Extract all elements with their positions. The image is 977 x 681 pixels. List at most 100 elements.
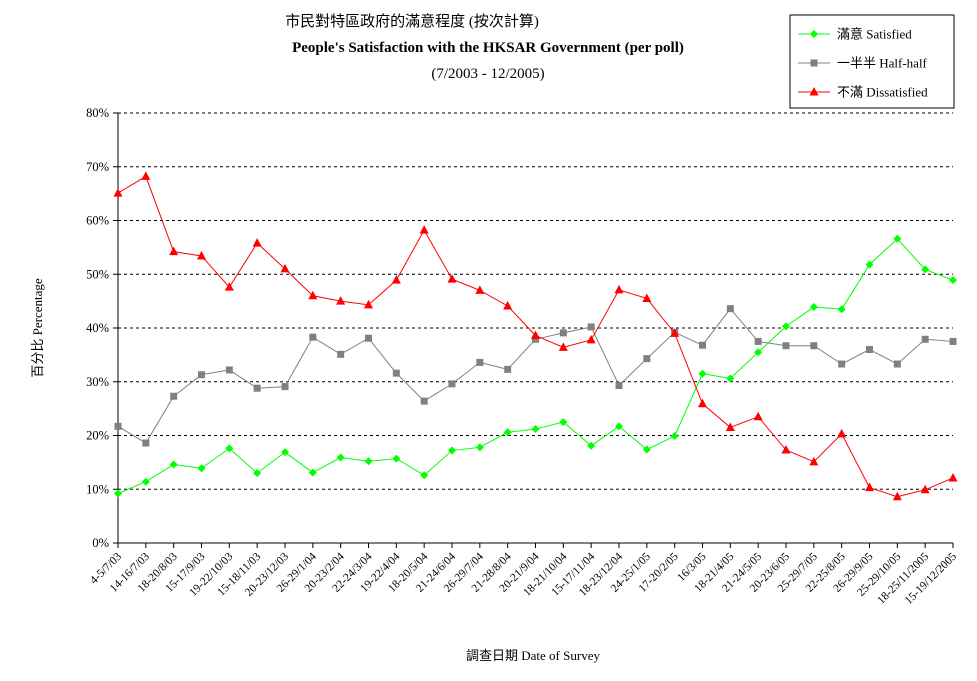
y-tick-label: 0% [92, 536, 109, 550]
data-point-dissatisfied [670, 328, 680, 337]
data-point-dissatisfied [809, 456, 819, 466]
data-point-half-half [893, 360, 901, 368]
chart-period: (7/2003 - 12/2005) [431, 66, 544, 82]
axes [113, 112, 954, 548]
series-satisfied [114, 234, 957, 498]
y-tick-label: 10% [86, 482, 109, 496]
data-point-dissatisfied [892, 491, 902, 501]
data-point-half-half [754, 337, 762, 345]
x-axis-label: 調查日期 Date of Survey [466, 648, 600, 663]
data-point-satisfied [809, 303, 818, 312]
data-point-satisfied [281, 448, 289, 457]
data-point-half-half [810, 342, 818, 350]
series-dissatisfied [113, 171, 958, 501]
data-point-dissatisfied [336, 296, 346, 305]
data-point-half-half [782, 342, 790, 350]
data-point-dissatisfied [364, 299, 373, 309]
y-tick-label: 20% [86, 429, 109, 443]
data-point-dissatisfied [586, 334, 596, 344]
data-point-dissatisfied [280, 263, 290, 273]
data-point-half-half [504, 365, 512, 373]
data-point-dissatisfied [224, 282, 234, 291]
data-point-satisfied [114, 489, 122, 498]
data-point-half-half [365, 334, 372, 342]
data-point-satisfied [670, 432, 679, 441]
data-point-satisfied [448, 446, 456, 455]
data-point-dissatisfied [391, 275, 401, 284]
data-point-satisfied [615, 422, 623, 431]
data-point-satisfied [169, 460, 178, 469]
data-point-half-half [476, 358, 484, 366]
legend-label-satisfied: 滿意 Satisfied [837, 27, 912, 42]
data-point-satisfied [308, 468, 317, 477]
data-point-dissatisfied [781, 445, 791, 454]
data-point-dissatisfied [614, 284, 624, 294]
data-point-half-half [559, 329, 567, 337]
data-point-half-half [448, 380, 456, 388]
series-line-satisfied [117, 238, 954, 495]
data-point-half-half [838, 360, 846, 368]
data-point-satisfied [475, 443, 484, 452]
data-point-half-half [142, 439, 150, 447]
data-point-half-half [866, 346, 873, 353]
data-point-half-half [114, 422, 122, 430]
data-point-satisfied [587, 441, 596, 450]
data-point-dissatisfied [920, 484, 930, 494]
legend-marker-half-half [810, 59, 818, 67]
data-point-half-half [253, 384, 261, 392]
data-point-dissatisfied [531, 330, 540, 340]
data-point-dissatisfied [141, 171, 151, 180]
data-point-dissatisfied [113, 188, 123, 197]
data-point-satisfied [420, 471, 429, 480]
data-point-half-half [309, 333, 317, 341]
data-point-dissatisfied [197, 250, 206, 260]
data-point-satisfied [865, 260, 874, 269]
data-point-satisfied [336, 453, 345, 462]
data-point-satisfied [782, 322, 790, 331]
data-point-dissatisfied [837, 428, 847, 438]
data-point-satisfied [642, 445, 651, 454]
data-point-half-half [281, 383, 289, 391]
data-point-dissatisfied [698, 398, 707, 408]
y-tick-label: 80% [86, 106, 109, 120]
data-point-satisfied [754, 348, 763, 357]
data-point-satisfied [893, 234, 902, 243]
data-point-satisfied [197, 464, 206, 473]
chart-title: 市民對特區政府的滿意程度 (按次計算) [285, 12, 539, 30]
data-point-satisfied [503, 428, 512, 437]
data-point-dissatisfied [419, 225, 429, 234]
data-point-dissatisfied [503, 300, 513, 310]
data-point-half-half [726, 305, 734, 313]
legend-label-half-half: 一半半 Half-half [837, 56, 928, 71]
y-tick-label: 70% [86, 160, 109, 174]
y-tick-label: 40% [86, 321, 109, 335]
data-point-satisfied [364, 457, 373, 466]
data-point-dissatisfied [753, 411, 763, 421]
data-point-half-half [420, 397, 428, 405]
data-point-half-half [643, 355, 651, 363]
data-point-satisfied [837, 305, 846, 314]
y-tick-labels: 0% 10% 20% 30% 40% 50% 60% 70% 80% [86, 106, 109, 550]
y-tick-label: 50% [86, 267, 109, 281]
data-point-half-half [337, 350, 345, 358]
chart-subtitle: People's Satisfaction with the HKSAR Gov… [292, 40, 684, 56]
data-point-half-half [392, 369, 400, 377]
data-point-dissatisfied [447, 274, 457, 283]
data-point-satisfied [225, 444, 234, 453]
data-point-satisfied [253, 469, 262, 478]
y-axis-label: 百分比 Percentage [30, 278, 45, 378]
data-point-dissatisfied [252, 238, 262, 247]
data-point-satisfied [949, 276, 957, 285]
data-point-dissatisfied [308, 290, 318, 300]
legend-marker-satisfied [810, 30, 818, 38]
grid [118, 112, 953, 490]
data-point-satisfied [392, 454, 401, 463]
data-point-dissatisfied [558, 342, 568, 351]
data-point-half-half [587, 323, 595, 331]
data-point-satisfied [726, 374, 735, 383]
data-point-half-half [949, 337, 957, 345]
data-point-half-half [921, 335, 929, 343]
data-point-half-half [225, 366, 233, 374]
series-half-half [114, 305, 957, 447]
